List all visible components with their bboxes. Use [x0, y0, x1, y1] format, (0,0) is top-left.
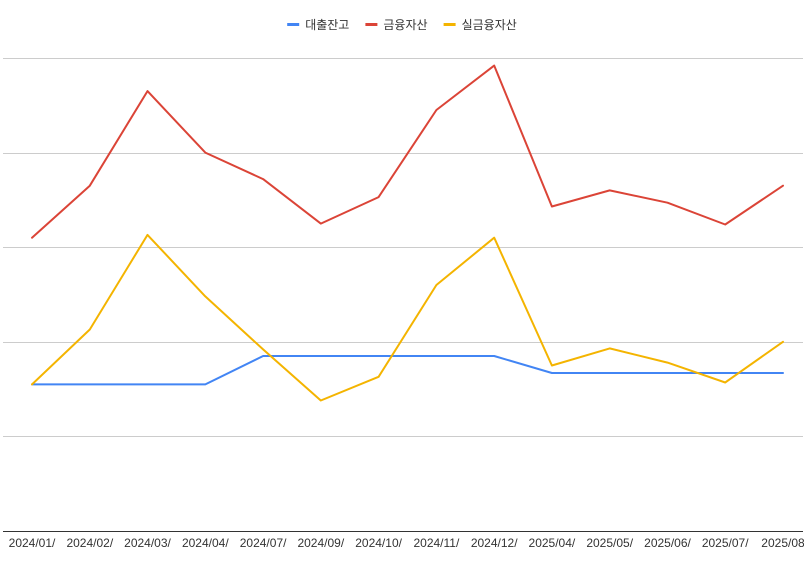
legend: 대출잔고 금융자산 실금융자산 — [287, 18, 517, 32]
x-tick-label: 2024/07/ — [240, 536, 287, 550]
x-tick-label: 2025/04/ — [529, 536, 576, 550]
legend-label-1: 금융자산 — [383, 18, 427, 32]
legend-label-0: 대출잔고 — [305, 18, 349, 32]
series-line-1 — [31, 64, 784, 239]
series-line-0 — [31, 355, 784, 386]
legend-swatch-1 — [365, 23, 378, 26]
x-tick-label: 2025/08 — [761, 536, 804, 550]
x-tick-label: 2025/06/ — [644, 536, 691, 550]
x-tick-label: 2024/04/ — [182, 536, 229, 550]
x-tick-label: 2025/07/ — [702, 536, 749, 550]
x-axis-tick-labels: 2024/01/2024/02/2024/03/2024/04/2024/07/… — [9, 536, 804, 550]
legend-swatch-0 — [287, 23, 300, 26]
x-tick-label: 2024/10/ — [355, 536, 402, 550]
legend-label-2: 실금융자산 — [462, 18, 517, 32]
x-tick-label: 2024/11/ — [413, 536, 459, 550]
x-tick-label: 2025/05/ — [586, 536, 633, 550]
x-tick-label: 2024/03/ — [124, 536, 171, 550]
x-tick-label: 2024/02/ — [66, 536, 113, 550]
gridlines — [3, 58, 803, 437]
x-tick-label: 2024/12/ — [471, 536, 518, 550]
legend-swatch-2 — [443, 23, 456, 26]
x-tick-label: 2024/09/ — [297, 536, 344, 550]
x-tick-label: 2024/01/ — [9, 536, 56, 550]
series-line-2 — [31, 233, 784, 402]
series-lines — [31, 64, 784, 402]
